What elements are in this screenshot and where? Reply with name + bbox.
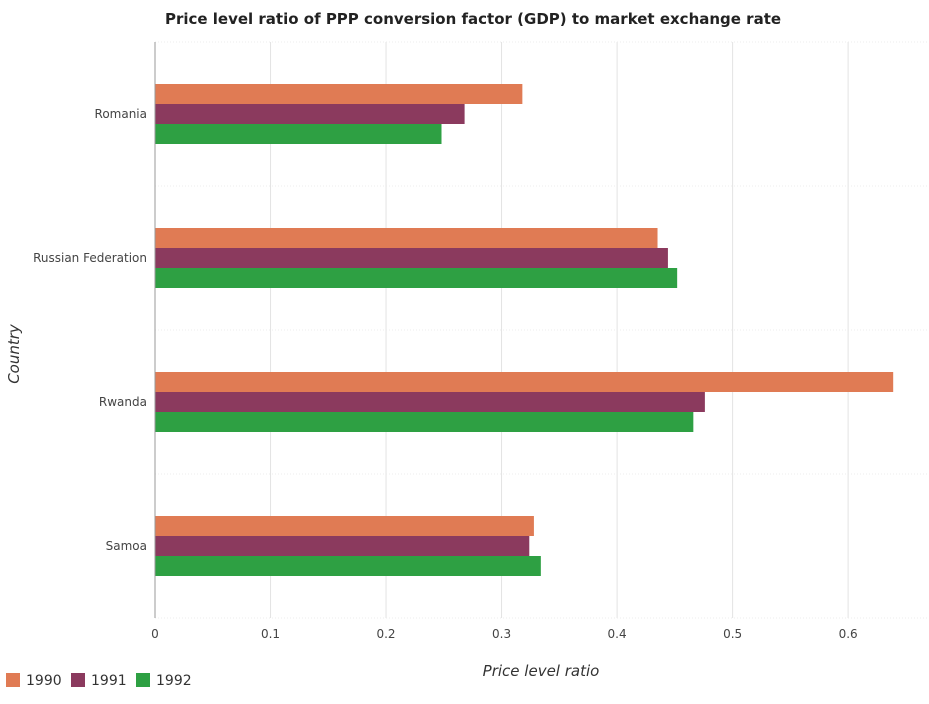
chart-title: Price level ratio of PPP conversion fact… [165, 10, 781, 28]
y-axis-label: Country [5, 323, 23, 384]
bar-romania-1992 [155, 124, 442, 144]
legend-swatch-1992 [136, 673, 150, 687]
legend-label-1991: 1991 [91, 673, 127, 689]
bar-samoa-1990 [155, 516, 534, 536]
bar-russian-federation-1991 [155, 248, 668, 268]
x-tick-label: 0.6 [839, 627, 858, 641]
bars [155, 84, 894, 576]
x-tick-label: 0.4 [608, 627, 627, 641]
x-axis-label: Price level ratio [483, 662, 600, 680]
y-tick-label: Romania [95, 107, 147, 121]
bar-russian-federation-1990 [155, 228, 658, 248]
y-tick-label: Samoa [106, 539, 147, 553]
x-tick-label: 0.5 [723, 627, 742, 641]
y-tick-label: Russian Federation [33, 251, 147, 265]
legend: 1990 1991 1992 [6, 673, 192, 689]
axes: 0 0.1 0.2 0.3 0.4 0.5 0.6 Romania Russian Federa… [33, 42, 858, 641]
x-tick-label: 0.2 [376, 627, 395, 641]
x-tick-label: 0.3 [492, 627, 511, 641]
bar-romania-1991 [155, 104, 465, 124]
bar-rwanda-1990 [155, 372, 894, 392]
y-tick-label: Rwanda [99, 395, 147, 409]
bar-russian-federation-1992 [155, 268, 678, 288]
bar-samoa-1991 [155, 536, 530, 556]
legend-label-1992: 1992 [156, 673, 192, 689]
bar-rwanda-1991 [155, 392, 705, 412]
bar-samoa-1992 [155, 556, 541, 576]
bar-rwanda-1992 [155, 412, 694, 432]
bar-romania-1990 [155, 84, 523, 104]
legend-swatch-1991 [71, 673, 85, 687]
x-tick-label: 0.1 [261, 627, 280, 641]
legend-swatch-1990 [6, 673, 20, 687]
x-tick-label: 0 [151, 627, 159, 641]
legend-label-1990: 1990 [26, 673, 62, 689]
